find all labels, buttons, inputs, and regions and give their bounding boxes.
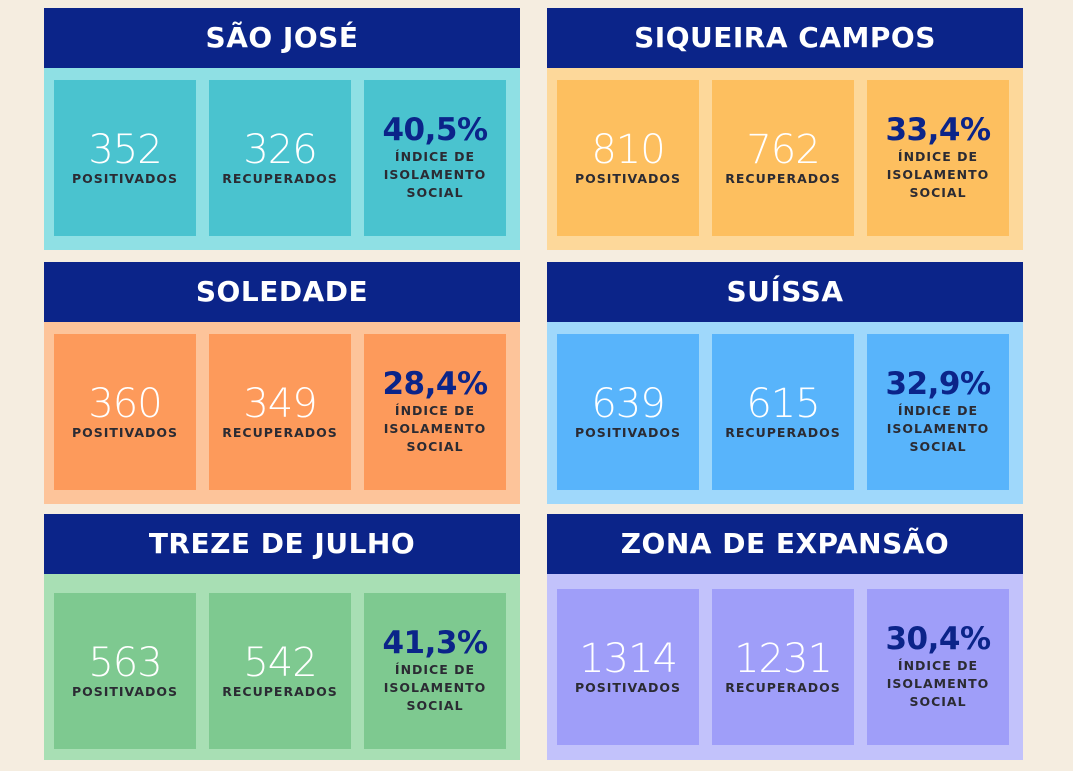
panel-body: 639 POSITIVADOS 615 RECUPERADOS 32,9% ÍN… <box>547 322 1023 504</box>
positivados-label: POSITIVADOS <box>71 684 179 700</box>
isolamento-label-line: SOCIAL <box>406 438 464 454</box>
isolamento-label-line: ISOLAMENTO <box>886 675 990 691</box>
positivados-label: POSITIVADOS <box>574 171 682 187</box>
panel-title: ZONA DE EXPANSÃO <box>620 527 950 560</box>
isolamento-label-line: ÍNDICE DE <box>394 402 476 418</box>
isolamento-label-line: ÍNDICE DE <box>394 148 476 164</box>
isolamento-label-line: SOCIAL <box>406 184 464 200</box>
panel-body: 360 POSITIVADOS 349 RECUPERADOS 28,4% ÍN… <box>44 322 520 504</box>
isolamento-label-line: ISOLAMENTO <box>383 166 487 182</box>
isolamento-box: 32,9% ÍNDICE DE ISOLAMENTO SOCIAL <box>867 334 1009 490</box>
recuperados-label: RECUPERADOS <box>725 680 841 696</box>
recuperados-box: 542 RECUPERADOS <box>209 593 351 749</box>
recuperados-box: 326 RECUPERADOS <box>209 80 351 236</box>
positivados-box: 360 POSITIVADOS <box>54 334 196 490</box>
panel-title: TREZE DE JULHO <box>148 527 416 560</box>
panel-body: 810 POSITIVADOS 762 RECUPERADOS 33,4% ÍN… <box>547 68 1023 250</box>
positivados-label: POSITIVADOS <box>71 425 179 441</box>
recuperados-label: RECUPERADOS <box>725 425 841 441</box>
isolamento-label-line: ÍNDICE DE <box>897 148 979 164</box>
panel-title: SIQUEIRA CAMPOS <box>634 21 936 54</box>
positivados-value: 639 <box>591 381 665 428</box>
isolamento-label-line: ÍNDICE DE <box>897 657 979 673</box>
panel-title: SOLEDADE <box>195 275 369 308</box>
isolamento-label-line: ISOLAMENTO <box>383 420 487 436</box>
isolamento-box: 33,4% ÍNDICE DE ISOLAMENTO SOCIAL <box>867 80 1009 236</box>
isolamento-label: ÍNDICE DE ISOLAMENTO SOCIAL <box>384 148 487 202</box>
positivados-label: POSITIVADOS <box>71 171 179 187</box>
panel-header: SÃO JOSÉ <box>44 8 520 68</box>
isolamento-label-line: ÍNDICE DE <box>394 661 476 677</box>
isolamento-label: ÍNDICE DE ISOLAMENTO SOCIAL <box>887 402 990 456</box>
recuperados-label: RECUPERADOS <box>222 684 338 700</box>
isolamento-box: 41,3% ÍNDICE DE ISOLAMENTO SOCIAL <box>364 593 506 749</box>
panel-body: 1314 POSITIVADOS 1231 RECUPERADOS 30,4% … <box>547 574 1023 760</box>
positivados-value: 1314 <box>579 636 678 683</box>
recuperados-value: 326 <box>243 127 317 174</box>
isolamento-label-line: ISOLAMENTO <box>886 166 990 182</box>
positivados-box: 810 POSITIVADOS <box>557 80 699 236</box>
isolamento-label: ÍNDICE DE ISOLAMENTO SOCIAL <box>384 661 487 715</box>
recuperados-label: RECUPERADOS <box>222 171 338 187</box>
recuperados-value: 542 <box>243 640 317 687</box>
isolamento-value: 28,4% <box>382 365 488 402</box>
positivados-value: 352 <box>88 127 162 174</box>
isolamento-label-line: ISOLAMENTO <box>886 420 990 436</box>
isolamento-label-line: SOCIAL <box>909 693 967 709</box>
isolamento-label-line: ISOLAMENTO <box>383 679 487 695</box>
panel-body: 352 POSITIVADOS 326 RECUPERADOS 40,5% ÍN… <box>44 68 520 250</box>
positivados-label: POSITIVADOS <box>574 425 682 441</box>
panel-title: SUÍSSA <box>726 275 844 308</box>
panel-header: TREZE DE JULHO <box>44 514 520 574</box>
isolamento-value: 32,9% <box>885 365 991 402</box>
panel-body: 563 POSITIVADOS 542 RECUPERADOS 41,3% ÍN… <box>44 574 520 760</box>
recuperados-label: RECUPERADOS <box>725 171 841 187</box>
recuperados-value: 615 <box>746 381 820 428</box>
panel-header: SIQUEIRA CAMPOS <box>547 8 1023 68</box>
positivados-value: 563 <box>88 640 162 687</box>
panel-title: SÃO JOSÉ <box>205 21 359 54</box>
isolamento-box: 40,5% ÍNDICE DE ISOLAMENTO SOCIAL <box>364 80 506 236</box>
panel-header: SUÍSSA <box>547 262 1023 322</box>
isolamento-value: 30,4% <box>885 620 991 657</box>
recuperados-value: 1231 <box>734 636 833 683</box>
positivados-box: 563 POSITIVADOS <box>54 593 196 749</box>
recuperados-box: 1231 RECUPERADOS <box>712 589 854 745</box>
isolamento-value: 33,4% <box>885 111 991 148</box>
recuperados-value: 762 <box>746 127 820 174</box>
recuperados-box: 615 RECUPERADOS <box>712 334 854 490</box>
isolamento-label: ÍNDICE DE ISOLAMENTO SOCIAL <box>887 148 990 202</box>
positivados-value: 810 <box>591 127 665 174</box>
panel-header: ZONA DE EXPANSÃO <box>547 514 1023 574</box>
isolamento-label-line: SOCIAL <box>909 438 967 454</box>
recuperados-box: 762 RECUPERADOS <box>712 80 854 236</box>
isolamento-label-line: ÍNDICE DE <box>897 402 979 418</box>
recuperados-value: 349 <box>243 381 317 428</box>
isolamento-box: 30,4% ÍNDICE DE ISOLAMENTO SOCIAL <box>867 589 1009 745</box>
positivados-value: 360 <box>88 381 162 428</box>
positivados-box: 1314 POSITIVADOS <box>557 589 699 745</box>
positivados-label: POSITIVADOS <box>574 680 682 696</box>
isolamento-label-line: SOCIAL <box>909 184 967 200</box>
isolamento-value: 41,3% <box>382 624 488 661</box>
isolamento-label: ÍNDICE DE ISOLAMENTO SOCIAL <box>384 402 487 456</box>
isolamento-value: 40,5% <box>382 111 488 148</box>
isolamento-box: 28,4% ÍNDICE DE ISOLAMENTO SOCIAL <box>364 334 506 490</box>
isolamento-label-line: SOCIAL <box>406 697 464 713</box>
panel-header: SOLEDADE <box>44 262 520 322</box>
positivados-box: 639 POSITIVADOS <box>557 334 699 490</box>
recuperados-label: RECUPERADOS <box>222 425 338 441</box>
recuperados-box: 349 RECUPERADOS <box>209 334 351 490</box>
isolamento-label: ÍNDICE DE ISOLAMENTO SOCIAL <box>887 657 990 711</box>
positivados-box: 352 POSITIVADOS <box>54 80 196 236</box>
